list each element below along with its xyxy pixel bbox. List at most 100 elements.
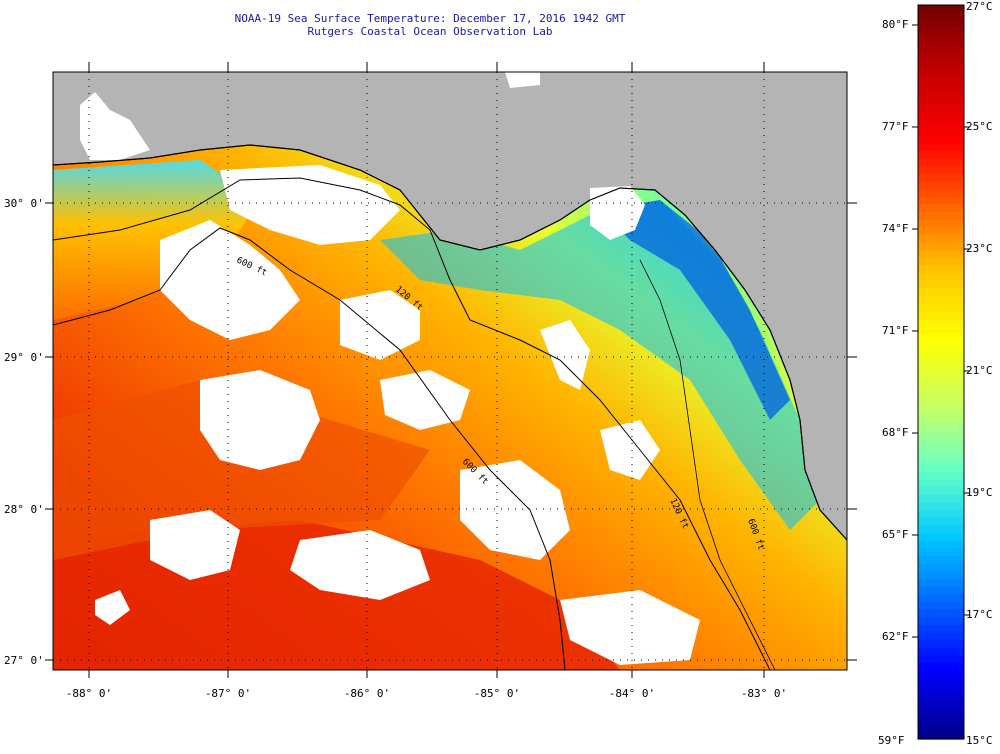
colorbar-band bbox=[918, 310, 964, 320]
colorbar-band bbox=[918, 517, 964, 526]
colorbar-band bbox=[918, 693, 964, 702]
colorbar-band bbox=[918, 601, 964, 610]
colorbar-band bbox=[918, 127, 964, 136]
colorbar-band bbox=[918, 188, 964, 197]
fahrenheit-label: 59°F bbox=[878, 734, 905, 747]
colorbar-band bbox=[918, 417, 964, 427]
colorbar-band bbox=[918, 593, 964, 602]
isobath-600ft bbox=[639, 259, 776, 670]
fahrenheit-label: 77°F bbox=[882, 120, 909, 133]
colorbar-band bbox=[918, 731, 964, 740]
cloud-cover bbox=[80, 72, 700, 665]
fahrenheit-label: 65°F bbox=[882, 528, 909, 541]
colorbar-band bbox=[918, 402, 964, 411]
colorbar-band bbox=[918, 647, 964, 656]
colorbar-band bbox=[918, 35, 964, 44]
colorbar-band bbox=[918, 700, 964, 710]
colorbar-band bbox=[918, 81, 964, 90]
colorbar-band bbox=[918, 578, 964, 587]
map-title: NOAA-19 Sea Surface Temperature: Decembe… bbox=[234, 12, 626, 25]
colorbar-band bbox=[918, 5, 964, 14]
longitude-label: -85° 0' bbox=[474, 687, 520, 700]
colorbar-band bbox=[918, 433, 964, 442]
latitude-label: 30° 0' bbox=[4, 197, 44, 210]
axis-ticks bbox=[45, 62, 857, 678]
colorbar-band bbox=[918, 66, 964, 75]
celsius-label: 15°C bbox=[966, 734, 993, 747]
colorbar-band bbox=[918, 609, 964, 618]
fahrenheit-label: 62°F bbox=[882, 630, 909, 643]
colorbar-band bbox=[918, 303, 964, 312]
longitude-label: -86° 0' bbox=[344, 687, 390, 700]
colorbar-band bbox=[918, 349, 964, 358]
isobath-120ft bbox=[53, 177, 771, 670]
colorbar-band bbox=[918, 326, 964, 335]
colorbar-band bbox=[918, 410, 964, 419]
colorbar-band bbox=[918, 58, 964, 67]
latitude-label: 27° 0' bbox=[4, 654, 44, 667]
colorbar-band bbox=[918, 425, 964, 434]
colorbar-band bbox=[918, 631, 964, 641]
colorbar-band bbox=[918, 234, 964, 243]
longitude-label: -84° 0' bbox=[609, 687, 655, 700]
longitude-label: -88° 0' bbox=[66, 687, 112, 700]
colorbar bbox=[918, 5, 964, 740]
colorbar-band bbox=[918, 387, 964, 396]
colorbar-band bbox=[918, 249, 964, 258]
colorbar-band bbox=[918, 372, 964, 381]
colorbar-band bbox=[918, 555, 964, 564]
colorbar-band bbox=[918, 479, 964, 488]
colorbar-band bbox=[918, 257, 964, 266]
colorbar-band bbox=[918, 570, 964, 580]
longitude-label: -87° 0' bbox=[205, 687, 251, 700]
colorbar-band bbox=[918, 295, 964, 304]
colorbar-band bbox=[918, 616, 964, 625]
colorbar-band bbox=[918, 501, 964, 511]
celsius-label: 27°C bbox=[966, 0, 993, 13]
colorbar-band bbox=[918, 394, 964, 404]
colorbar-band bbox=[918, 540, 964, 549]
colorbar-band bbox=[918, 379, 964, 388]
colorbar-band bbox=[918, 219, 964, 228]
colorbar-band bbox=[918, 364, 964, 373]
colorbar-band bbox=[918, 670, 964, 679]
colorbar-band bbox=[918, 27, 964, 37]
colorbar-frame bbox=[917, 4, 965, 740]
colorbar-band bbox=[918, 624, 964, 633]
celsius-label: 23°C bbox=[966, 242, 993, 255]
colorbar-band bbox=[918, 685, 964, 694]
colorbar-band bbox=[918, 112, 964, 121]
colorbar-band bbox=[918, 142, 964, 151]
colorbar-band bbox=[918, 203, 964, 213]
colorbar-band bbox=[918, 654, 964, 664]
colorbar-band bbox=[918, 12, 964, 21]
colorbar-band bbox=[918, 456, 964, 465]
colorbar-band bbox=[918, 196, 964, 205]
colorbar-band bbox=[918, 333, 964, 343]
colorbar-band bbox=[918, 716, 964, 725]
colorbar-ticks bbox=[912, 24, 970, 638]
colorbar-band bbox=[918, 463, 964, 472]
colorbar-band bbox=[918, 563, 964, 572]
colorbar-band bbox=[918, 180, 964, 190]
celsius-label: 21°C bbox=[966, 364, 993, 377]
colorbar-band bbox=[918, 96, 964, 105]
colorbar-band bbox=[918, 43, 964, 52]
colorbar-band bbox=[918, 73, 964, 83]
colorbar-band bbox=[918, 532, 964, 541]
map-frame bbox=[52, 71, 848, 671]
colorbar-band bbox=[918, 165, 964, 174]
colorbar-band bbox=[918, 89, 964, 98]
map-subtitle: Rutgers Coastal Ocean Observation Lab bbox=[307, 25, 553, 38]
colorbar-band bbox=[918, 280, 964, 289]
colorbar-band bbox=[918, 440, 964, 450]
land-mass bbox=[830, 510, 847, 540]
colorbar-band bbox=[918, 287, 964, 297]
colorbar-band bbox=[918, 723, 964, 732]
colorbar-band bbox=[918, 471, 964, 480]
latitude-label: 28° 0' bbox=[4, 503, 44, 516]
colorbar-band bbox=[918, 150, 964, 159]
colorbar-band bbox=[918, 226, 964, 235]
fahrenheit-label: 80°F bbox=[882, 18, 909, 31]
